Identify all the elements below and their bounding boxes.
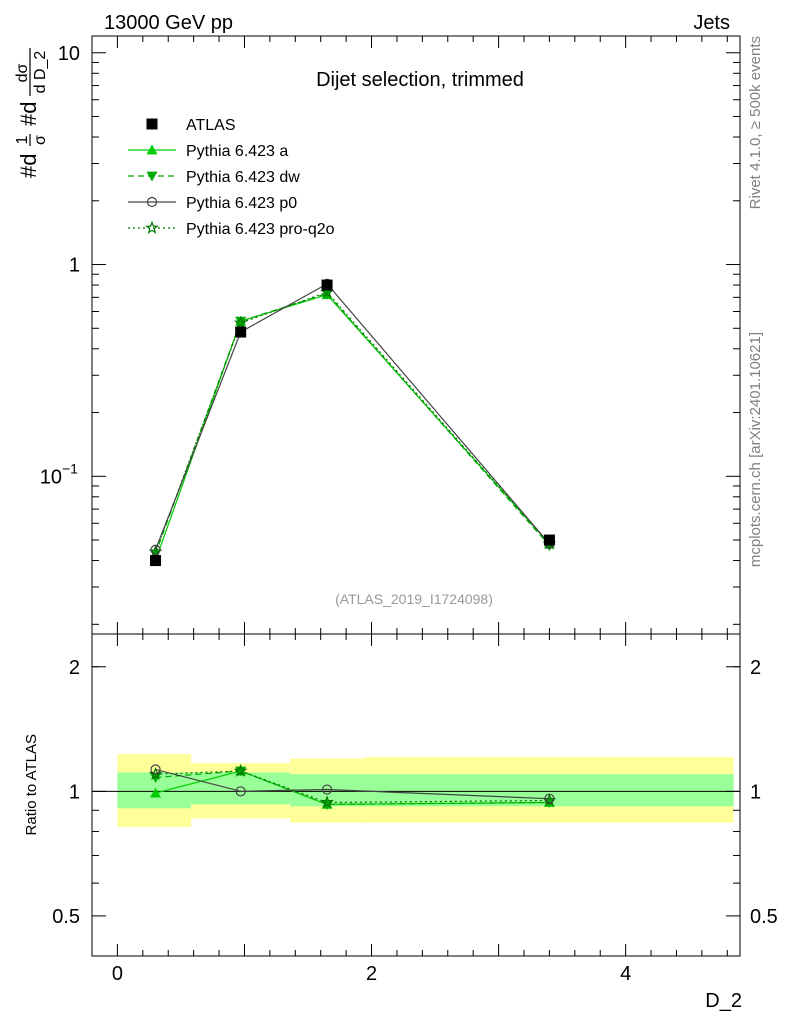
ratio-series-line — [155, 770, 550, 806]
legend-entry-label: Pythia 6.423 p0 — [186, 195, 297, 212]
y-title-hash-d: #d — [16, 154, 41, 178]
legend-marker — [146, 144, 158, 155]
y-title-dsigma-num: dσ — [14, 63, 31, 82]
main-ytick-label: 10 — [58, 43, 80, 65]
main-data-point — [235, 326, 247, 338]
ratio-series-line — [155, 768, 550, 800]
ratio-panel: 0.5 0.5 1 1 2 2 0 2 4 — [52, 633, 778, 985]
y-title-dsigma-den: d D_2 — [32, 51, 49, 94]
ratio-xtick-label: 2 — [366, 963, 377, 985]
ratio-data-point — [150, 764, 161, 775]
x-axis-label: D_2 — [705, 990, 742, 1012]
ratio-frame — [91, 633, 741, 957]
ratio-y-axis-title: Ratio to ATLAS — [23, 734, 40, 835]
main-series-line — [154, 283, 550, 550]
energy-label: 13000 GeV pp — [104, 12, 233, 34]
y-title-frac-num: 1 — [14, 135, 31, 144]
ratio-ytick-label-right: 2 — [750, 657, 761, 679]
ratio-ytick-label-left: 2 — [69, 657, 80, 679]
ratio-data-point — [150, 787, 162, 798]
legend-entry-label: Pythia 6.423 pro-q2o — [186, 221, 335, 238]
ratio-series-line — [155, 770, 550, 804]
legend-entry-label: Pythia 6.423 dw — [186, 169, 300, 186]
ratio-uncertainty-band-inner — [191, 772, 291, 805]
legend-entry-label: Pythia 6.423 a — [186, 143, 288, 160]
legend-marker — [145, 220, 159, 234]
legend-marker — [146, 118, 158, 130]
main-series-line — [154, 292, 550, 555]
y-title-hash-d-2: #d — [16, 102, 41, 126]
ratio-xtick-label: 0 — [112, 963, 123, 985]
legend-marker — [146, 171, 158, 182]
ratio-xtick-label: 4 — [620, 963, 631, 985]
main-series-line — [154, 291, 550, 553]
rivet-version-label: Rivet 4.1.0, ≥ 500k events — [747, 36, 764, 209]
main-ytick-label-exponent: −1 — [62, 460, 78, 476]
main-title: Dijet selection, trimmed — [316, 69, 524, 91]
ratio-data-point — [544, 793, 555, 804]
ratio-ytick-label-left: 1 — [69, 781, 80, 803]
main-data-point — [150, 555, 162, 567]
main-data-point — [233, 315, 248, 329]
y-title-frac-den: σ — [32, 135, 49, 145]
analysis-id: (ATLAS_2019_I1724098) — [335, 591, 493, 607]
ratio-data-point — [321, 784, 333, 795]
main-data-point — [150, 544, 161, 555]
legend-entry-label: ATLAS — [186, 117, 236, 134]
ratio-ytick-label-right: 0.5 — [750, 906, 778, 928]
legend: ATLAS Pythia 6.423 a Pythia 6.423 dw Pythia… — [128, 117, 335, 238]
mcplots-label: mcplots.cern.ch [arXiv:2401.10621] — [747, 332, 764, 567]
category-label: Jets — [693, 12, 730, 34]
main-y-axis-title: #d 1 σ #d dσ d D_2 — [14, 48, 49, 178]
ratio-data-point — [235, 786, 246, 797]
main-series-line — [154, 294, 550, 561]
main-ytick-label: 10 — [40, 466, 62, 488]
ratio-data-point — [320, 795, 334, 809]
main-data-point — [543, 534, 555, 546]
main-data-point — [321, 279, 333, 291]
main-data-point — [235, 316, 247, 327]
ratio-ytick-label-left: 0.5 — [52, 906, 80, 928]
main-ytick-label: 1 — [69, 255, 80, 277]
ratio-ytick-label-right: 1 — [750, 781, 761, 803]
ratio-data-point — [233, 763, 248, 777]
legend-marker — [146, 196, 158, 208]
